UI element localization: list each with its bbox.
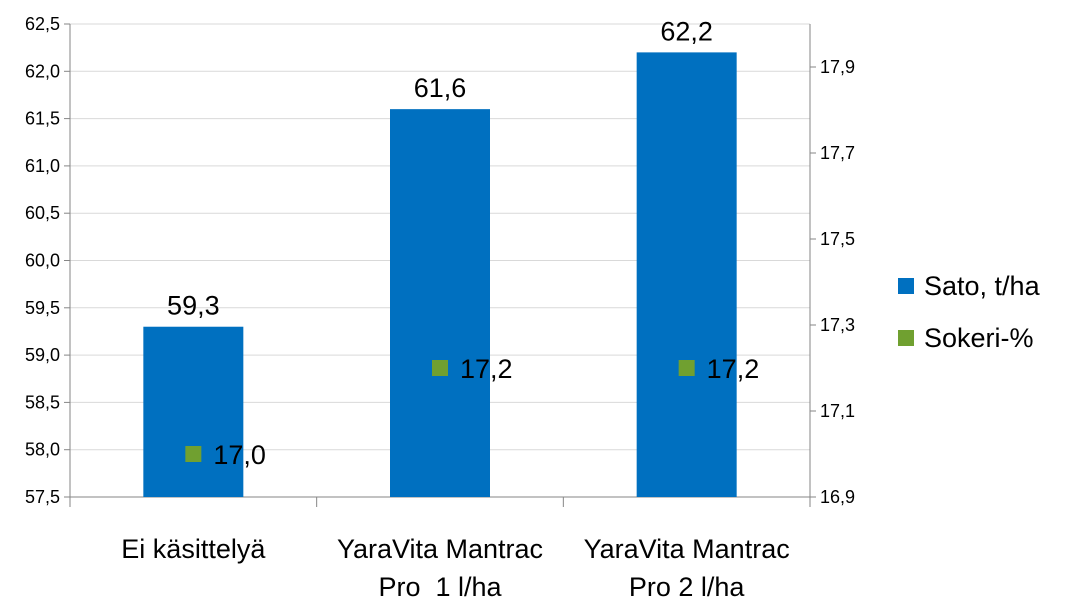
point-value-label: 17,0 <box>213 440 266 470</box>
left-tick-label: 62,0 <box>25 61 60 81</box>
left-tick-label: 60,5 <box>25 203 60 223</box>
point <box>185 446 202 462</box>
legend-swatch <box>898 278 914 294</box>
right-axis-ticks: 16,9 17,1 17,3 17,5 17,7 17,9 <box>810 57 855 507</box>
left-tick-label: 60,0 <box>25 251 60 271</box>
right-tick-label: 17,7 <box>820 143 855 163</box>
left-tick-label: 62,5 <box>25 14 60 34</box>
right-tick-label: 16,9 <box>820 487 855 507</box>
bar-value-label: 59,3 <box>167 291 220 321</box>
right-tick-label: 17,3 <box>820 315 855 335</box>
left-tick-label: 59,5 <box>25 298 60 318</box>
legend-label: Sato, t/ha <box>924 271 1041 301</box>
bar <box>636 52 737 497</box>
point-data-labels: 17,0 17,2 17,2 <box>213 354 759 470</box>
legend-swatch <box>898 330 914 346</box>
left-tick-label: 57,5 <box>25 487 60 507</box>
right-tick-label: 17,5 <box>820 229 855 249</box>
category-label: YaraVita Mantrac <box>337 534 543 564</box>
left-tick-label: 61,5 <box>25 109 60 129</box>
category-label: Pro 1 l/ha <box>378 572 502 602</box>
category-label: Pro 2 l/ha <box>629 572 746 602</box>
bar <box>143 326 244 497</box>
bar-value-label: 61,6 <box>414 73 467 103</box>
point <box>678 360 695 376</box>
left-tick-label: 58,5 <box>25 392 60 412</box>
category-label: YaraVita Mantrac <box>584 534 790 564</box>
left-tick-label: 59,0 <box>25 345 60 365</box>
point <box>432 360 448 376</box>
point-value-label: 17,2 <box>460 354 513 384</box>
legend-label: Sokeri-% <box>924 323 1034 353</box>
bar-data-labels: 59,3 61,6 62,2 <box>167 16 713 320</box>
bar <box>390 109 490 497</box>
points <box>185 360 695 462</box>
right-tick-label: 17,1 <box>820 401 855 421</box>
left-tick-label: 61,0 <box>25 156 60 176</box>
point-value-label: 17,2 <box>707 354 760 384</box>
legend: Sato, t/ha Sokeri-% <box>898 271 1041 353</box>
left-axis-ticks: 57,5 58,0 58,5 59,0 59,5 60,0 60,5 61,0 61,5 62,0… <box>25 14 70 507</box>
bar-value-label: 62,2 <box>660 16 713 46</box>
category-label: Ei käsittelyä <box>121 534 266 564</box>
category-labels: Ei käsittelyä YaraVita Mantrac Pro 1 l/ha Y… <box>121 534 789 602</box>
right-tick-label: 17,9 <box>820 57 855 77</box>
bars <box>143 52 737 497</box>
left-tick-label: 58,0 <box>25 440 60 460</box>
